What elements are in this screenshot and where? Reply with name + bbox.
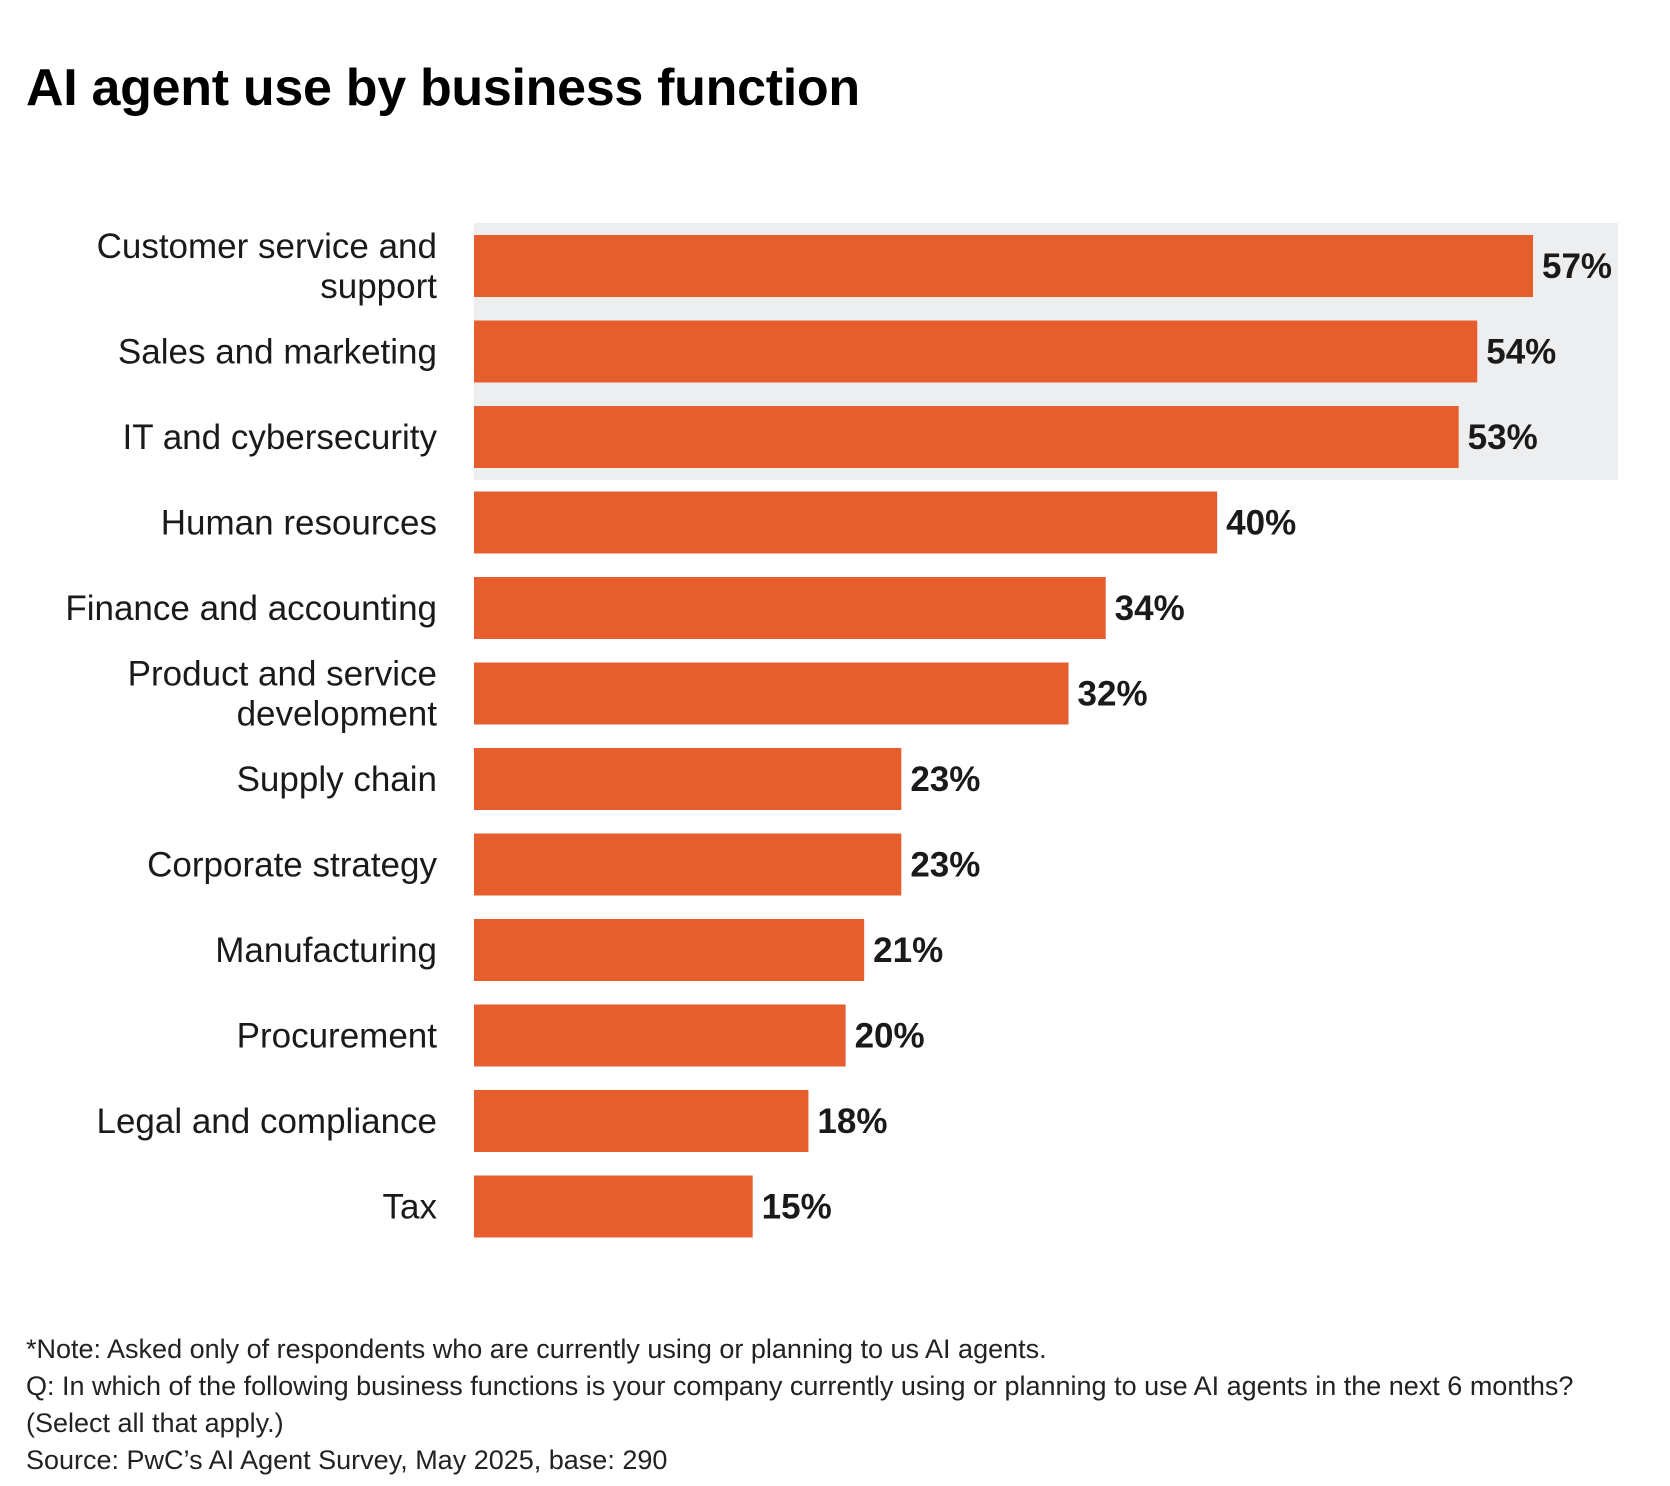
value-label: 18% bbox=[817, 1102, 887, 1141]
category-label: IT and cybersecurity bbox=[123, 418, 438, 457]
bar bbox=[474, 748, 902, 810]
bar bbox=[474, 320, 1478, 383]
category-label: Legal and compliance bbox=[96, 1102, 437, 1141]
chart-title: AI agent use by business function bbox=[26, 59, 860, 117]
bar bbox=[474, 919, 865, 981]
category-label-line: Sales and marketing bbox=[118, 333, 437, 372]
value-label: 15% bbox=[762, 1188, 832, 1227]
value-label: 23% bbox=[910, 760, 980, 799]
chart-notes: *Note: Asked only of respondents who are… bbox=[26, 1331, 1626, 1479]
value-label: 53% bbox=[1468, 418, 1538, 457]
category-label: Tax bbox=[383, 1188, 438, 1227]
category-label-line: IT and cybersecurity bbox=[123, 418, 438, 457]
value-label-layer: 57% 54% 53% 40% 34% 32% 23% 23% 21% 20% 18% 15% bbox=[762, 247, 1612, 1227]
category-label-line: Procurement bbox=[237, 1017, 438, 1056]
category-label: Customer service and support bbox=[97, 227, 438, 306]
value-label: 32% bbox=[1078, 675, 1148, 714]
category-label-line: Manufacturing bbox=[215, 931, 437, 970]
note-line: *Note: Asked only of respondents who are… bbox=[26, 1334, 1047, 1364]
category-label-line: Product and service bbox=[128, 655, 437, 694]
category-label: Finance and accounting bbox=[65, 589, 437, 628]
bar bbox=[474, 833, 902, 896]
category-label: Manufacturing bbox=[215, 931, 437, 970]
category-label-line: Legal and compliance bbox=[96, 1102, 437, 1141]
bar bbox=[474, 491, 1218, 554]
category-label-line: Customer service and bbox=[97, 227, 437, 266]
category-label: Procurement bbox=[237, 1017, 438, 1056]
value-label: 34% bbox=[1115, 589, 1185, 628]
category-label-line: development bbox=[237, 695, 438, 734]
category-label-layer: Customer service and support Sales and mar… bbox=[65, 227, 437, 1227]
bar bbox=[474, 406, 1459, 468]
bar bbox=[474, 577, 1106, 639]
category-label: Supply chain bbox=[237, 760, 437, 799]
value-label: 40% bbox=[1226, 504, 1296, 543]
category-label: Sales and marketing bbox=[118, 333, 437, 372]
bar bbox=[474, 662, 1069, 725]
value-label: 54% bbox=[1486, 333, 1556, 372]
bar-layer bbox=[474, 235, 1533, 1238]
bar bbox=[474, 235, 1533, 297]
category-label-line: support bbox=[320, 267, 437, 306]
bar-chart: Customer service and support Sales and mar… bbox=[65, 223, 1618, 1238]
category-label-line: Tax bbox=[383, 1188, 438, 1227]
bar bbox=[474, 1175, 753, 1238]
value-label: 21% bbox=[873, 931, 943, 970]
category-label: Product and service development bbox=[128, 655, 438, 734]
category-label-line: Corporate strategy bbox=[147, 846, 437, 885]
value-label: 57% bbox=[1542, 247, 1612, 286]
value-label: 20% bbox=[855, 1017, 925, 1056]
category-label: Human resources bbox=[161, 504, 437, 543]
bar bbox=[474, 1090, 809, 1152]
question-line: Q: In which of the following business fu… bbox=[26, 1371, 1574, 1438]
category-label: Corporate strategy bbox=[147, 846, 437, 885]
value-label: 23% bbox=[910, 846, 980, 885]
bar bbox=[474, 1004, 846, 1067]
category-label-line: Supply chain bbox=[237, 760, 437, 799]
category-label-line: Human resources bbox=[161, 504, 437, 543]
source-line: Source: PwC’s AI Agent Survey, May 2025,… bbox=[26, 1445, 668, 1475]
category-label-line: Finance and accounting bbox=[65, 589, 437, 628]
